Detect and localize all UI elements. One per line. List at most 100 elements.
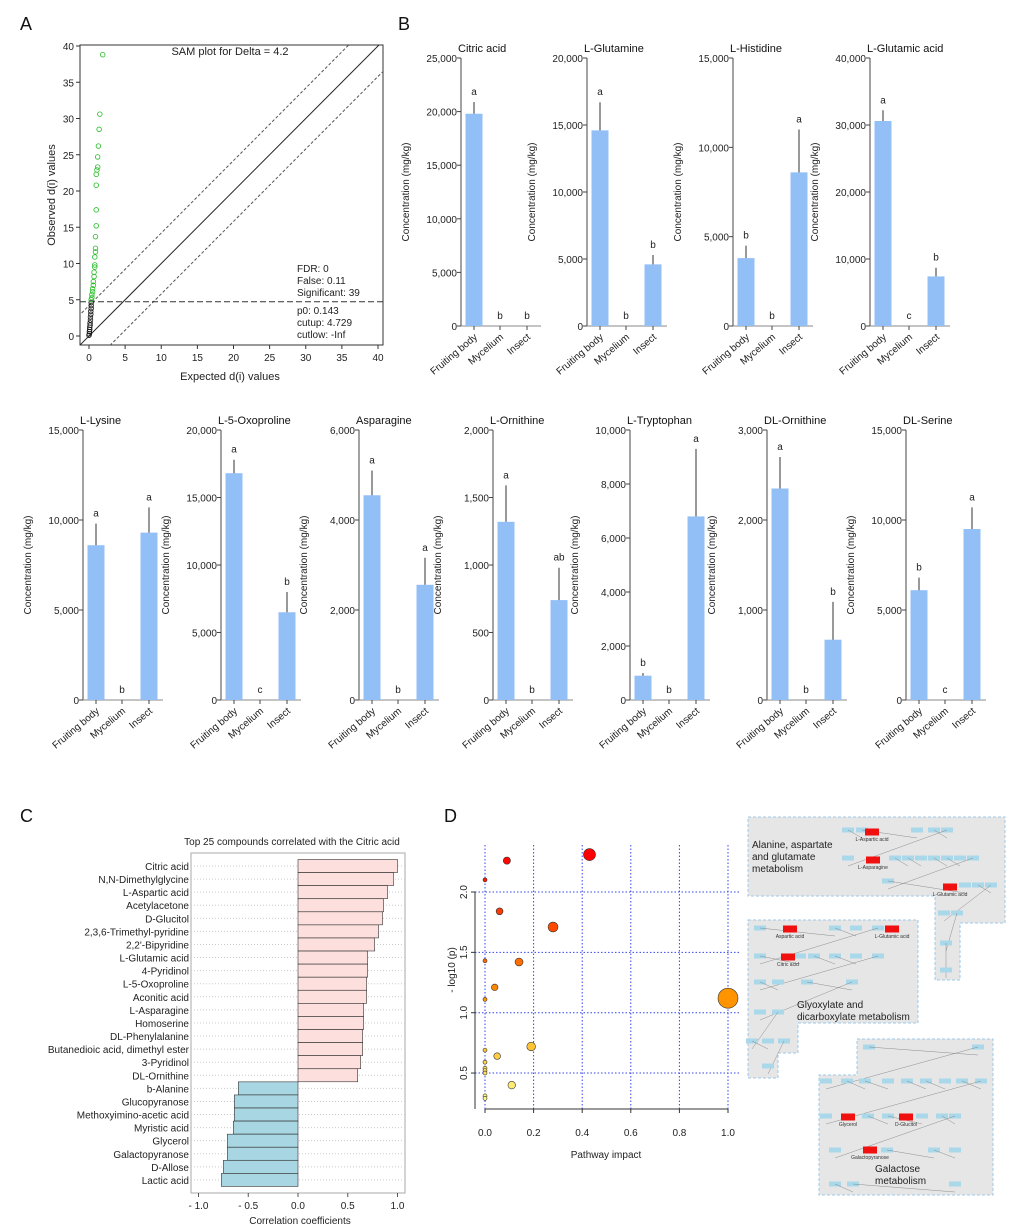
- sam-point: [88, 305, 94, 312]
- sam-point-significant: [93, 223, 99, 229]
- sam-lines: [80, 45, 383, 345]
- x-tick-label: 0.2: [527, 1128, 541, 1139]
- significance-letter: b: [803, 685, 809, 696]
- pathway-edge: [933, 829, 948, 839]
- y-tick-label: 1,000: [464, 561, 489, 572]
- pathway-hit-node: [781, 953, 795, 961]
- chart-title: L-Histidine: [730, 43, 782, 55]
- bar: [140, 532, 158, 700]
- pathway-hit-label: Glycerol: [839, 1122, 857, 1128]
- correlation-bar: [297, 1003, 364, 1017]
- pathway-node: [949, 1181, 961, 1187]
- x-tick-label: 25: [264, 353, 276, 364]
- sam-point-significant: [94, 167, 100, 173]
- sam-stat-false: False: 0.11: [297, 276, 346, 287]
- compound-label: DL-Phenylalanine: [110, 1032, 189, 1043]
- x-tick-label: 35: [336, 353, 348, 364]
- bar: [737, 258, 755, 326]
- significance-letter: a: [693, 434, 699, 445]
- pathway-hit-node: [885, 925, 899, 933]
- pathway-edge: [813, 955, 836, 965]
- y-tick-label: 1,000: [738, 606, 763, 617]
- sam-plot: SAM plot for Delta = 4.2 Expected d(i) v…: [46, 42, 384, 383]
- y-tick-label: 10,000: [426, 215, 457, 226]
- correlation-bar: [227, 1133, 299, 1148]
- bar-chart-l-glutamic-acid: L-Glutamic acid 0 10,000 20,000 30,000 40,000…: [810, 43, 950, 377]
- bar-chart-asparagine: Asparagine 0 2,000 4,000 6,000 Concentration …: [299, 415, 439, 751]
- pathway-hit-node: [899, 1113, 913, 1121]
- sam-point-significant: [88, 297, 94, 303]
- bar-chart-l-ornithine: L-Ornithine 0 500 1,000 1,500 2,000 Concentrat…: [433, 415, 573, 751]
- y-tick-label: 4,000: [601, 588, 626, 599]
- pathway-edge: [846, 1080, 866, 1090]
- compound-label: N,N-Dimethylglycine: [98, 875, 189, 886]
- sam-point-significant: [91, 269, 97, 275]
- y-tick-label: 20,000: [426, 108, 457, 119]
- x-tick-label: 0.8: [672, 1128, 686, 1139]
- significance-letter: a: [231, 445, 237, 456]
- compound-label: L-Asparagine: [130, 1006, 190, 1017]
- bar: [687, 516, 705, 700]
- panel-label-d: D: [444, 806, 457, 826]
- significance-letter: a: [503, 470, 509, 481]
- pathway-hit-node: [865, 828, 879, 836]
- pathway-edge: [925, 1080, 946, 1090]
- significance-letter: b: [284, 577, 290, 588]
- panel-label-c: C: [20, 806, 33, 826]
- pathway-edge: [852, 1183, 956, 1193]
- significance-letter: a: [422, 543, 428, 554]
- pathway-edge: [977, 884, 992, 894]
- correlation-bar: [223, 1160, 299, 1174]
- pathway-point: [482, 1047, 488, 1053]
- x-tick-label: 0: [86, 353, 92, 364]
- chart-title: L-Lysine: [80, 415, 121, 427]
- significance-letter: a: [777, 442, 783, 453]
- significance-letter: a: [146, 492, 152, 503]
- pathway-node: [820, 1113, 832, 1119]
- sam-ylabel: Observed d(i) values: [46, 144, 58, 246]
- sam-point: [87, 317, 94, 323]
- pathway-hit-node: [943, 883, 957, 891]
- significance-letter: b: [830, 587, 836, 598]
- pathway-edge: [906, 1080, 927, 1090]
- compound-label: 2,2'-Bipyridine: [126, 940, 189, 951]
- compound-label: Acetylacetone: [126, 901, 189, 912]
- pathway-node: [829, 1147, 841, 1153]
- pathway-hit-label: Citric acid: [777, 962, 799, 968]
- pathway-node: [754, 1009, 766, 1015]
- chart-title: L-Ornithine: [490, 415, 544, 427]
- y-tick-label: 6,000: [601, 534, 626, 545]
- correlation-bar: [297, 937, 375, 952]
- significance-letter: a: [93, 509, 99, 520]
- sam-point-significant: [96, 126, 102, 133]
- y-tick-label: 2.0: [459, 885, 470, 899]
- correlation-bar: [297, 1068, 359, 1083]
- significance-letter: b: [623, 311, 629, 322]
- correlation-bar: [297, 950, 368, 965]
- significance-letter: c: [943, 685, 948, 696]
- y-tick-label: 15,000: [426, 161, 457, 172]
- compound-label: Glucopyranose: [122, 1097, 190, 1108]
- sam-point-significant: [97, 111, 103, 117]
- y-tick-label: 0: [73, 696, 79, 707]
- y-tick-label: 10,000: [186, 561, 217, 572]
- compound-label: Lactic acid: [142, 1176, 189, 1187]
- significance-letter: c: [907, 311, 912, 322]
- pathway-node: [820, 1078, 832, 1084]
- x-tick-label: 30: [300, 353, 312, 364]
- pathway-point: [526, 1041, 536, 1052]
- sam-param-cutlow: cutlow: -Inf: [297, 330, 346, 341]
- sam-point: [88, 302, 94, 309]
- x-tick-label: 10: [156, 353, 168, 364]
- x-tick-label: Insect: [265, 706, 293, 732]
- pathway-edge: [759, 981, 779, 991]
- sam-point-significant: [90, 278, 97, 285]
- x-tick-label: 20: [228, 353, 240, 364]
- pathway-edge: [867, 1115, 889, 1125]
- pathway-node: [959, 882, 971, 888]
- significance-letter: b: [933, 253, 939, 264]
- y-tick-label: 15,000: [552, 121, 583, 132]
- x-tick-label: Insect: [631, 332, 659, 358]
- sam-point-significant: [93, 207, 99, 213]
- chart-title: L-Glutamic acid: [867, 43, 943, 55]
